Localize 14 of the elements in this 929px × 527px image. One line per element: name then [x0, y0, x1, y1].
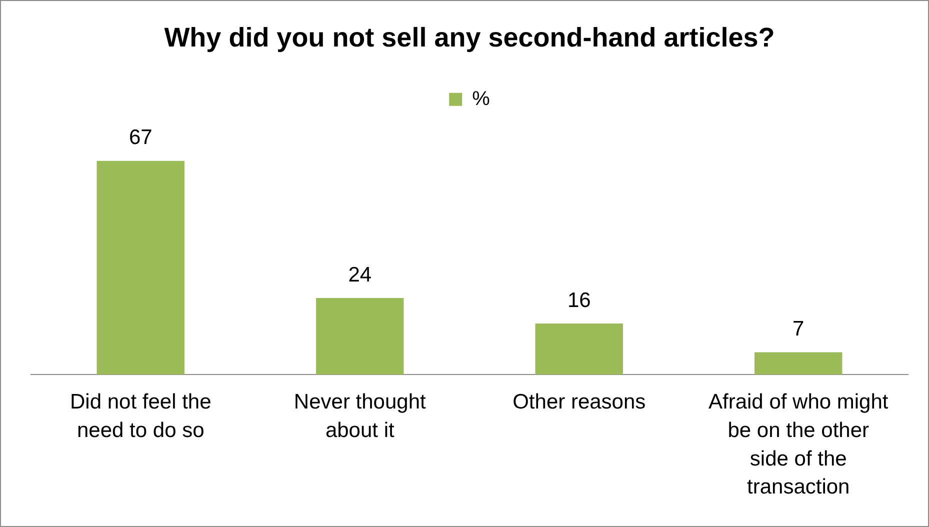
data-label: 67	[128, 126, 152, 150]
x-tick-label: Other reasons	[512, 390, 646, 414]
bar	[754, 352, 842, 375]
x-tick-label: Did not feel the need to do so	[70, 390, 212, 442]
data-label: 24	[348, 263, 372, 286]
data-label: 7	[792, 318, 804, 341]
chart-title: Why did you not sell any second-hand articles?	[164, 22, 775, 53]
bar	[535, 324, 623, 375]
x-tick-label: Never thought about it	[294, 390, 426, 442]
x-tick-label: Afraid of who might be on the other side of the transaction	[708, 390, 888, 499]
bar	[316, 298, 404, 375]
bar	[96, 160, 184, 375]
legend-label: %	[472, 88, 490, 110]
data-label: 16	[567, 288, 591, 312]
